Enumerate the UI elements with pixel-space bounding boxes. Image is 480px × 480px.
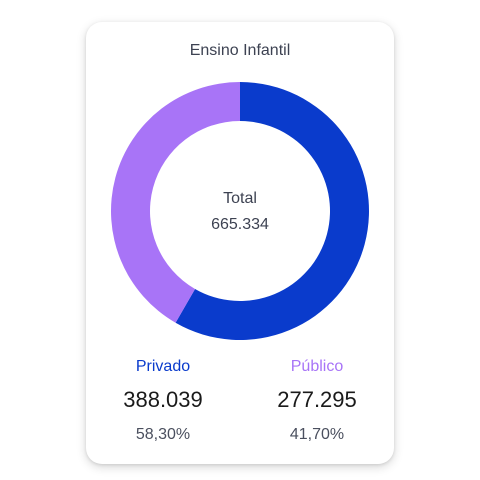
total-value: 665.334 <box>211 216 269 233</box>
privado-value: 388.039 <box>123 387 203 412</box>
stat-privado: Privado 388.039 58,30% <box>86 358 240 444</box>
total-label: Total <box>223 190 257 207</box>
privado-percent: 58,30% <box>135 426 191 443</box>
publico-label: Público <box>290 358 344 375</box>
card-title: Ensino Infantil <box>189 42 291 59</box>
donut-segment-publico <box>110 82 240 323</box>
publico-percent: 41,70% <box>289 426 345 443</box>
stat-publico: Público 277.295 41,70% <box>240 358 394 444</box>
privado-label: Privado <box>135 358 191 375</box>
chart-card: Ensino Infantil Total 665.334 Privado 38… <box>86 22 394 464</box>
donut-chart <box>110 82 369 340</box>
donut-segment-privado <box>175 82 369 340</box>
publico-value: 277.295 <box>277 387 357 412</box>
